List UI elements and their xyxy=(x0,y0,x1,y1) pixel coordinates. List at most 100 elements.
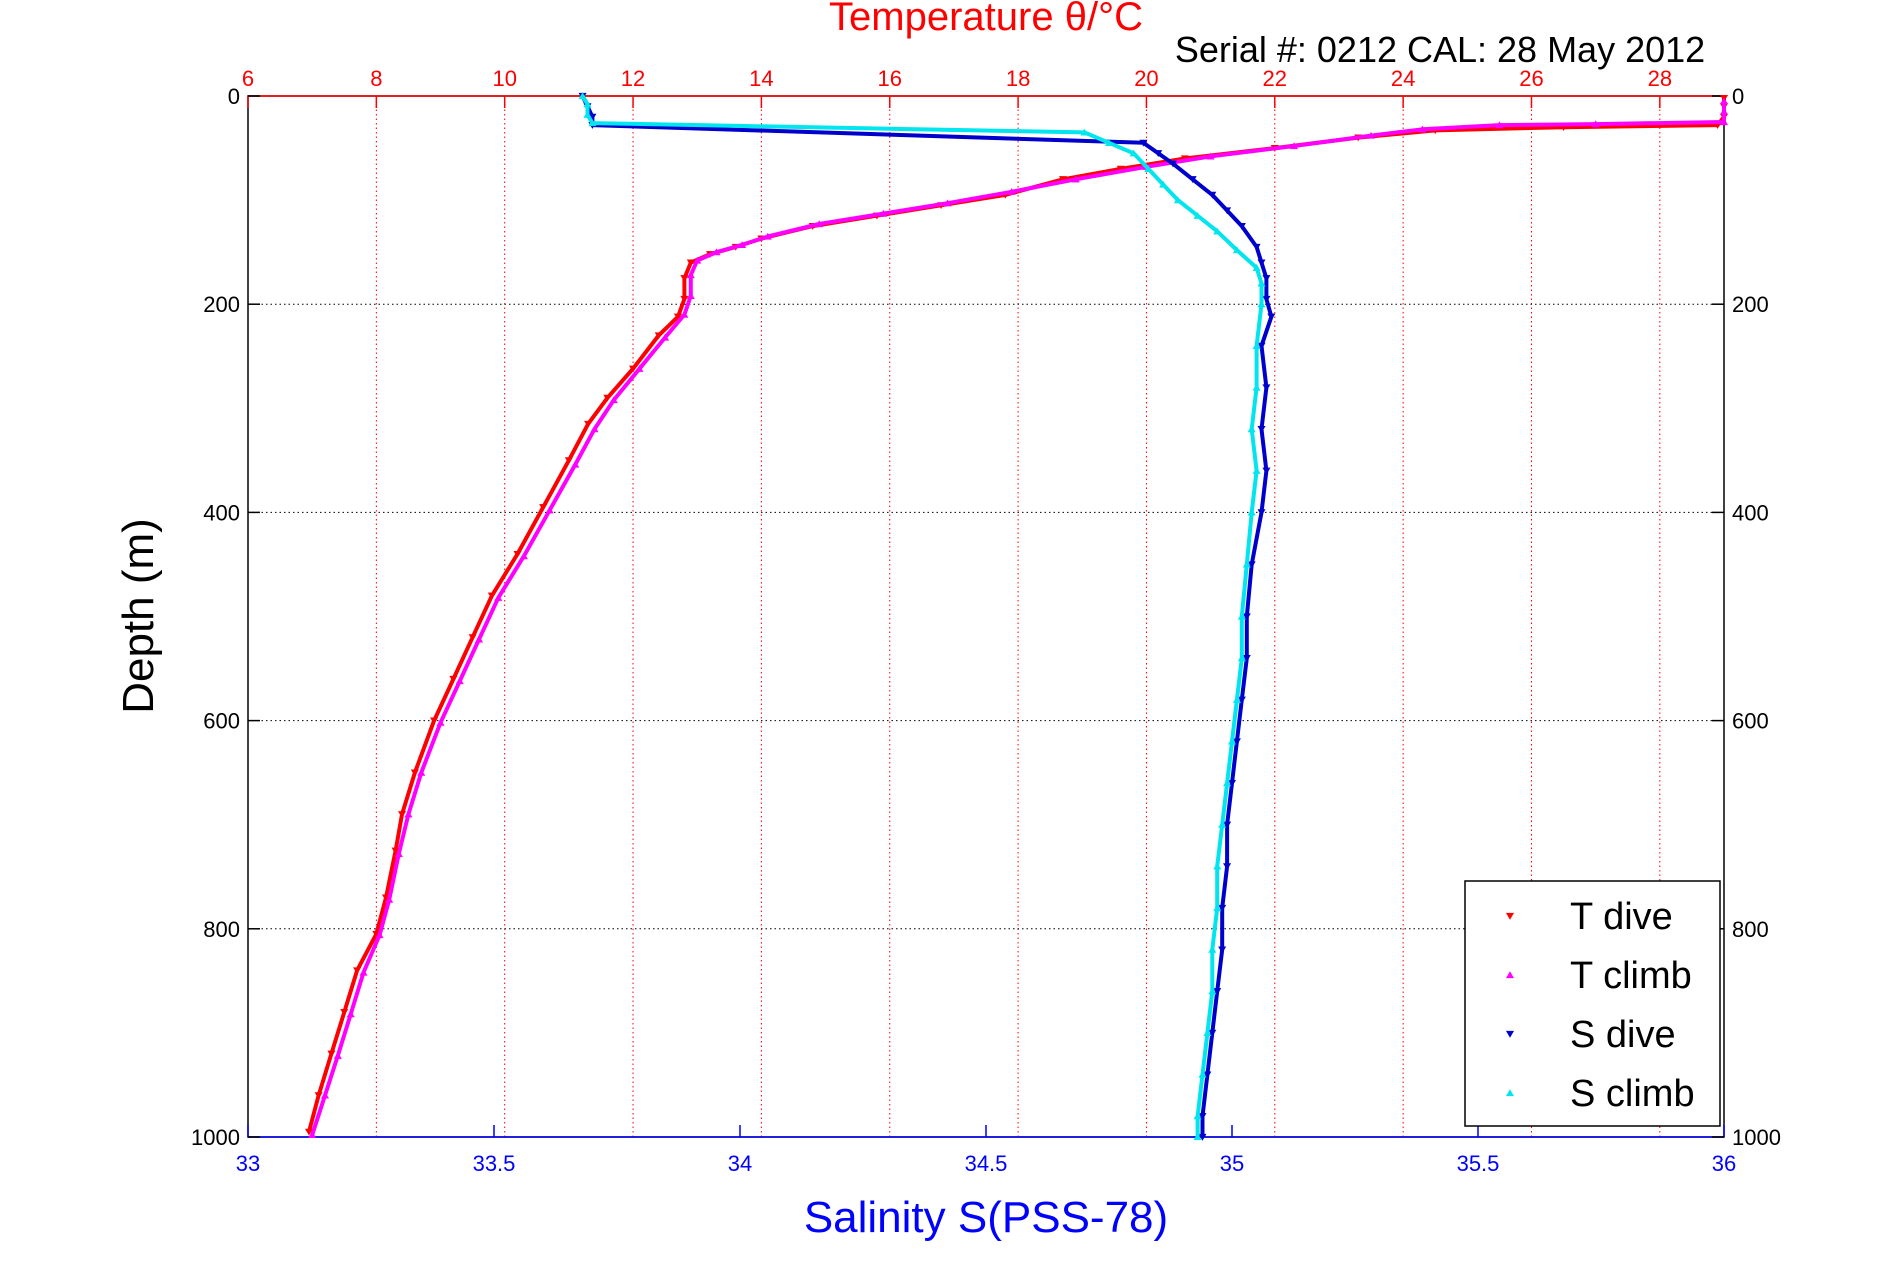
data-point xyxy=(545,506,554,514)
data-point xyxy=(308,1131,317,1139)
data-point xyxy=(943,199,952,207)
data-point xyxy=(1213,988,1222,996)
data-point xyxy=(1188,176,1197,184)
sal-tick-label: 33.5 xyxy=(473,1151,516,1176)
temp-tick-label: 26 xyxy=(1519,66,1543,91)
data-point xyxy=(475,635,484,643)
temp-tick-label: 20 xyxy=(1134,66,1158,91)
data-point xyxy=(397,811,407,819)
data-point xyxy=(417,768,426,776)
chart-subtitle: Serial #: 0212 CAL: 28 May 2012 xyxy=(1175,29,1705,70)
data-point xyxy=(375,931,384,939)
data-point xyxy=(327,1050,336,1058)
data-point xyxy=(1232,246,1241,254)
data-point xyxy=(584,420,593,428)
data-point xyxy=(1104,139,1114,146)
data-point xyxy=(404,810,413,818)
data-point xyxy=(359,968,368,976)
sal-tick-label: 35 xyxy=(1220,1151,1244,1176)
data-point xyxy=(680,275,689,282)
data-point xyxy=(1242,655,1251,662)
data-point xyxy=(1237,696,1246,704)
data-point xyxy=(693,256,702,264)
sal-tick-label: 34.5 xyxy=(965,1151,1008,1176)
data-point xyxy=(1227,779,1237,787)
temp-tick-label: 12 xyxy=(621,66,645,91)
chart-title: Temperature θ/°C xyxy=(829,0,1143,39)
temp-tick-label: 8 xyxy=(370,66,382,91)
data-point xyxy=(1213,862,1222,870)
data-point xyxy=(1252,342,1261,349)
data-point xyxy=(1223,779,1232,787)
data-point xyxy=(815,220,824,228)
data-point xyxy=(304,1128,313,1136)
data-point xyxy=(1218,820,1227,828)
data-point xyxy=(1208,987,1217,995)
data-point xyxy=(1232,738,1241,746)
data-point xyxy=(394,850,403,857)
data-point xyxy=(590,425,599,433)
legend-label: T dive xyxy=(1570,896,1673,938)
series-layer xyxy=(304,92,1729,1141)
data-point xyxy=(1290,142,1299,150)
sal-tick-label: 36 xyxy=(1712,1151,1736,1176)
data-point xyxy=(1193,1112,1202,1120)
temp-tick-label: 14 xyxy=(749,66,773,91)
data-point xyxy=(1719,107,1729,115)
data-point xyxy=(1252,467,1261,474)
data-point xyxy=(314,1092,323,1100)
legend-label: S dive xyxy=(1570,1014,1676,1056)
data-point xyxy=(578,92,587,100)
data-point xyxy=(436,718,445,726)
data-point xyxy=(1719,118,1729,126)
data-point xyxy=(673,313,682,321)
depth-tick-label-left: 1000 xyxy=(191,1125,240,1150)
data-point xyxy=(1218,946,1227,954)
data-point xyxy=(712,248,721,256)
data-point xyxy=(1257,509,1266,517)
data-point xyxy=(1203,1029,1212,1036)
data-point xyxy=(1007,188,1016,195)
data-point xyxy=(519,552,528,560)
data-point xyxy=(738,241,747,248)
temp-tick-label: 24 xyxy=(1391,66,1415,91)
data-point xyxy=(391,847,400,855)
data-point xyxy=(1206,152,1215,160)
series-t-climb xyxy=(308,97,1729,1139)
data-point xyxy=(1237,654,1246,662)
data-point xyxy=(333,1052,342,1059)
data-point xyxy=(661,333,670,341)
depth-tick-label-right: 800 xyxy=(1732,917,1769,942)
data-point xyxy=(1208,945,1217,953)
data-point xyxy=(1213,227,1222,235)
data-point xyxy=(1223,821,1232,829)
depth-tick-label-right: 600 xyxy=(1732,709,1769,734)
data-point xyxy=(340,1008,349,1016)
data-point xyxy=(609,396,618,404)
data-point xyxy=(385,895,394,903)
sal-tick-label: 35.5 xyxy=(1457,1151,1500,1176)
legend-marker xyxy=(1505,1089,1515,1097)
series-s-climb xyxy=(578,92,1266,1141)
data-point xyxy=(513,550,522,558)
temp-tick-label: 28 xyxy=(1648,66,1672,91)
series-trace xyxy=(580,94,1264,1137)
data-point xyxy=(1203,1071,1212,1079)
temp-tick-label: 10 xyxy=(492,66,516,91)
depth-tick-label-left: 800 xyxy=(203,917,240,942)
data-point xyxy=(1418,125,1427,133)
data-point xyxy=(1173,196,1182,204)
data-point xyxy=(654,332,663,340)
data-point xyxy=(449,675,458,683)
data-point xyxy=(1719,97,1729,105)
data-point xyxy=(588,119,597,127)
data-point xyxy=(1208,1029,1217,1037)
data-point xyxy=(1367,131,1376,139)
data-point xyxy=(564,457,573,465)
data-point xyxy=(320,1091,330,1099)
data-point xyxy=(468,634,477,642)
data-point xyxy=(1252,243,1261,251)
data-point xyxy=(583,110,592,118)
depth-tick-label-left: 600 xyxy=(203,709,240,734)
